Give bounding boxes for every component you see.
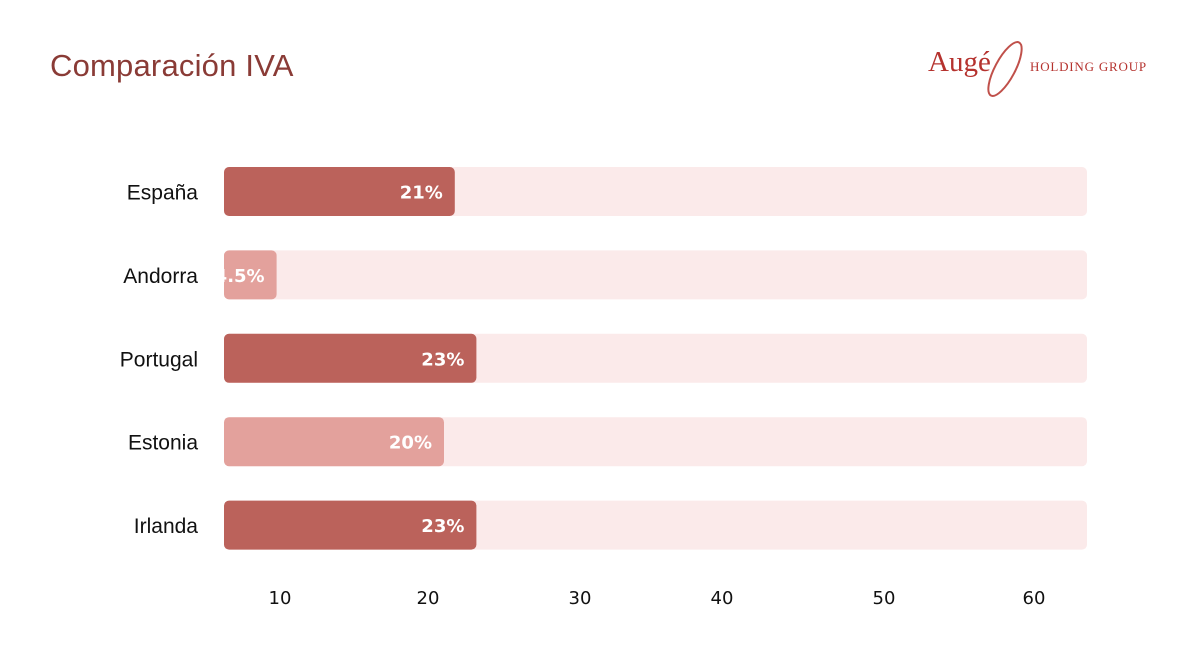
logo-subtitle: HOLDING GROUP xyxy=(1030,59,1147,74)
category-label: Estonia xyxy=(128,432,198,455)
bar xyxy=(224,417,444,467)
category-label: Irlanda xyxy=(134,515,199,538)
x-tick-label: 30 xyxy=(569,588,592,609)
bar-track xyxy=(224,250,1087,300)
bar-value-label: 23% xyxy=(421,516,464,537)
x-tick-label: 50 xyxy=(873,588,896,609)
bar-value-label: 4.5% xyxy=(215,266,265,287)
category-label: España xyxy=(127,182,199,205)
page-title: Comparación IVA xyxy=(50,48,294,83)
x-tick-label: 40 xyxy=(711,588,734,609)
x-tick-label: 20 xyxy=(417,588,440,609)
logo-name: Augé xyxy=(928,46,991,78)
bar xyxy=(224,167,455,216)
bar xyxy=(224,500,477,550)
category-label: Portugal xyxy=(120,348,198,371)
bar xyxy=(224,333,477,383)
bar-value-label: 23% xyxy=(421,349,464,370)
company-logo: Augé HOLDING GROUP xyxy=(920,36,1160,104)
bar-value-label: 20% xyxy=(389,433,432,454)
bar xyxy=(224,250,277,300)
logo-swoosh-icon xyxy=(987,41,1023,97)
x-tick-label: 10 xyxy=(269,588,292,609)
category-label: Andorra xyxy=(123,265,198,288)
x-tick-label: 60 xyxy=(1023,588,1046,609)
bar-value-label: 21% xyxy=(400,183,443,204)
